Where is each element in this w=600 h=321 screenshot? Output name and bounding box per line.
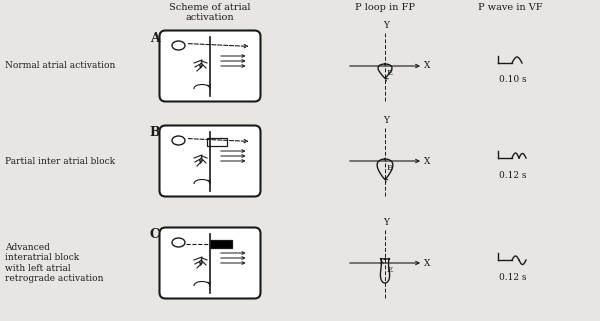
FancyBboxPatch shape xyxy=(160,126,260,196)
Text: Partial inter atrial block: Partial inter atrial block xyxy=(5,157,115,166)
Text: E: E xyxy=(387,266,393,274)
Text: E: E xyxy=(387,164,393,172)
Text: Y: Y xyxy=(383,21,389,30)
Text: 0.12 s: 0.12 s xyxy=(499,170,527,179)
Text: 0.12 s: 0.12 s xyxy=(499,273,527,282)
Text: E: E xyxy=(387,69,393,77)
Text: Advanced
interatrial block
with left atrial
retrograde activation: Advanced interatrial block with left atr… xyxy=(5,243,104,283)
Text: A: A xyxy=(150,31,160,45)
Ellipse shape xyxy=(172,238,185,247)
Text: Y: Y xyxy=(383,218,389,227)
Text: Scheme of atrial
activation: Scheme of atrial activation xyxy=(169,3,251,22)
Text: P wave in VF: P wave in VF xyxy=(478,3,542,12)
Ellipse shape xyxy=(172,136,185,145)
Bar xyxy=(207,137,227,145)
Text: X: X xyxy=(424,157,430,166)
Text: Normal atrial activation: Normal atrial activation xyxy=(5,62,115,71)
Text: B: B xyxy=(149,126,160,140)
Ellipse shape xyxy=(172,41,185,50)
Text: X: X xyxy=(424,62,430,71)
Text: 0.10 s: 0.10 s xyxy=(499,75,527,84)
Bar xyxy=(210,239,232,247)
Text: P loop in FP: P loop in FP xyxy=(355,3,415,12)
FancyBboxPatch shape xyxy=(160,228,260,299)
FancyBboxPatch shape xyxy=(160,30,260,101)
Text: X: X xyxy=(424,258,430,267)
Text: Y: Y xyxy=(383,116,389,125)
Text: C: C xyxy=(150,229,160,241)
